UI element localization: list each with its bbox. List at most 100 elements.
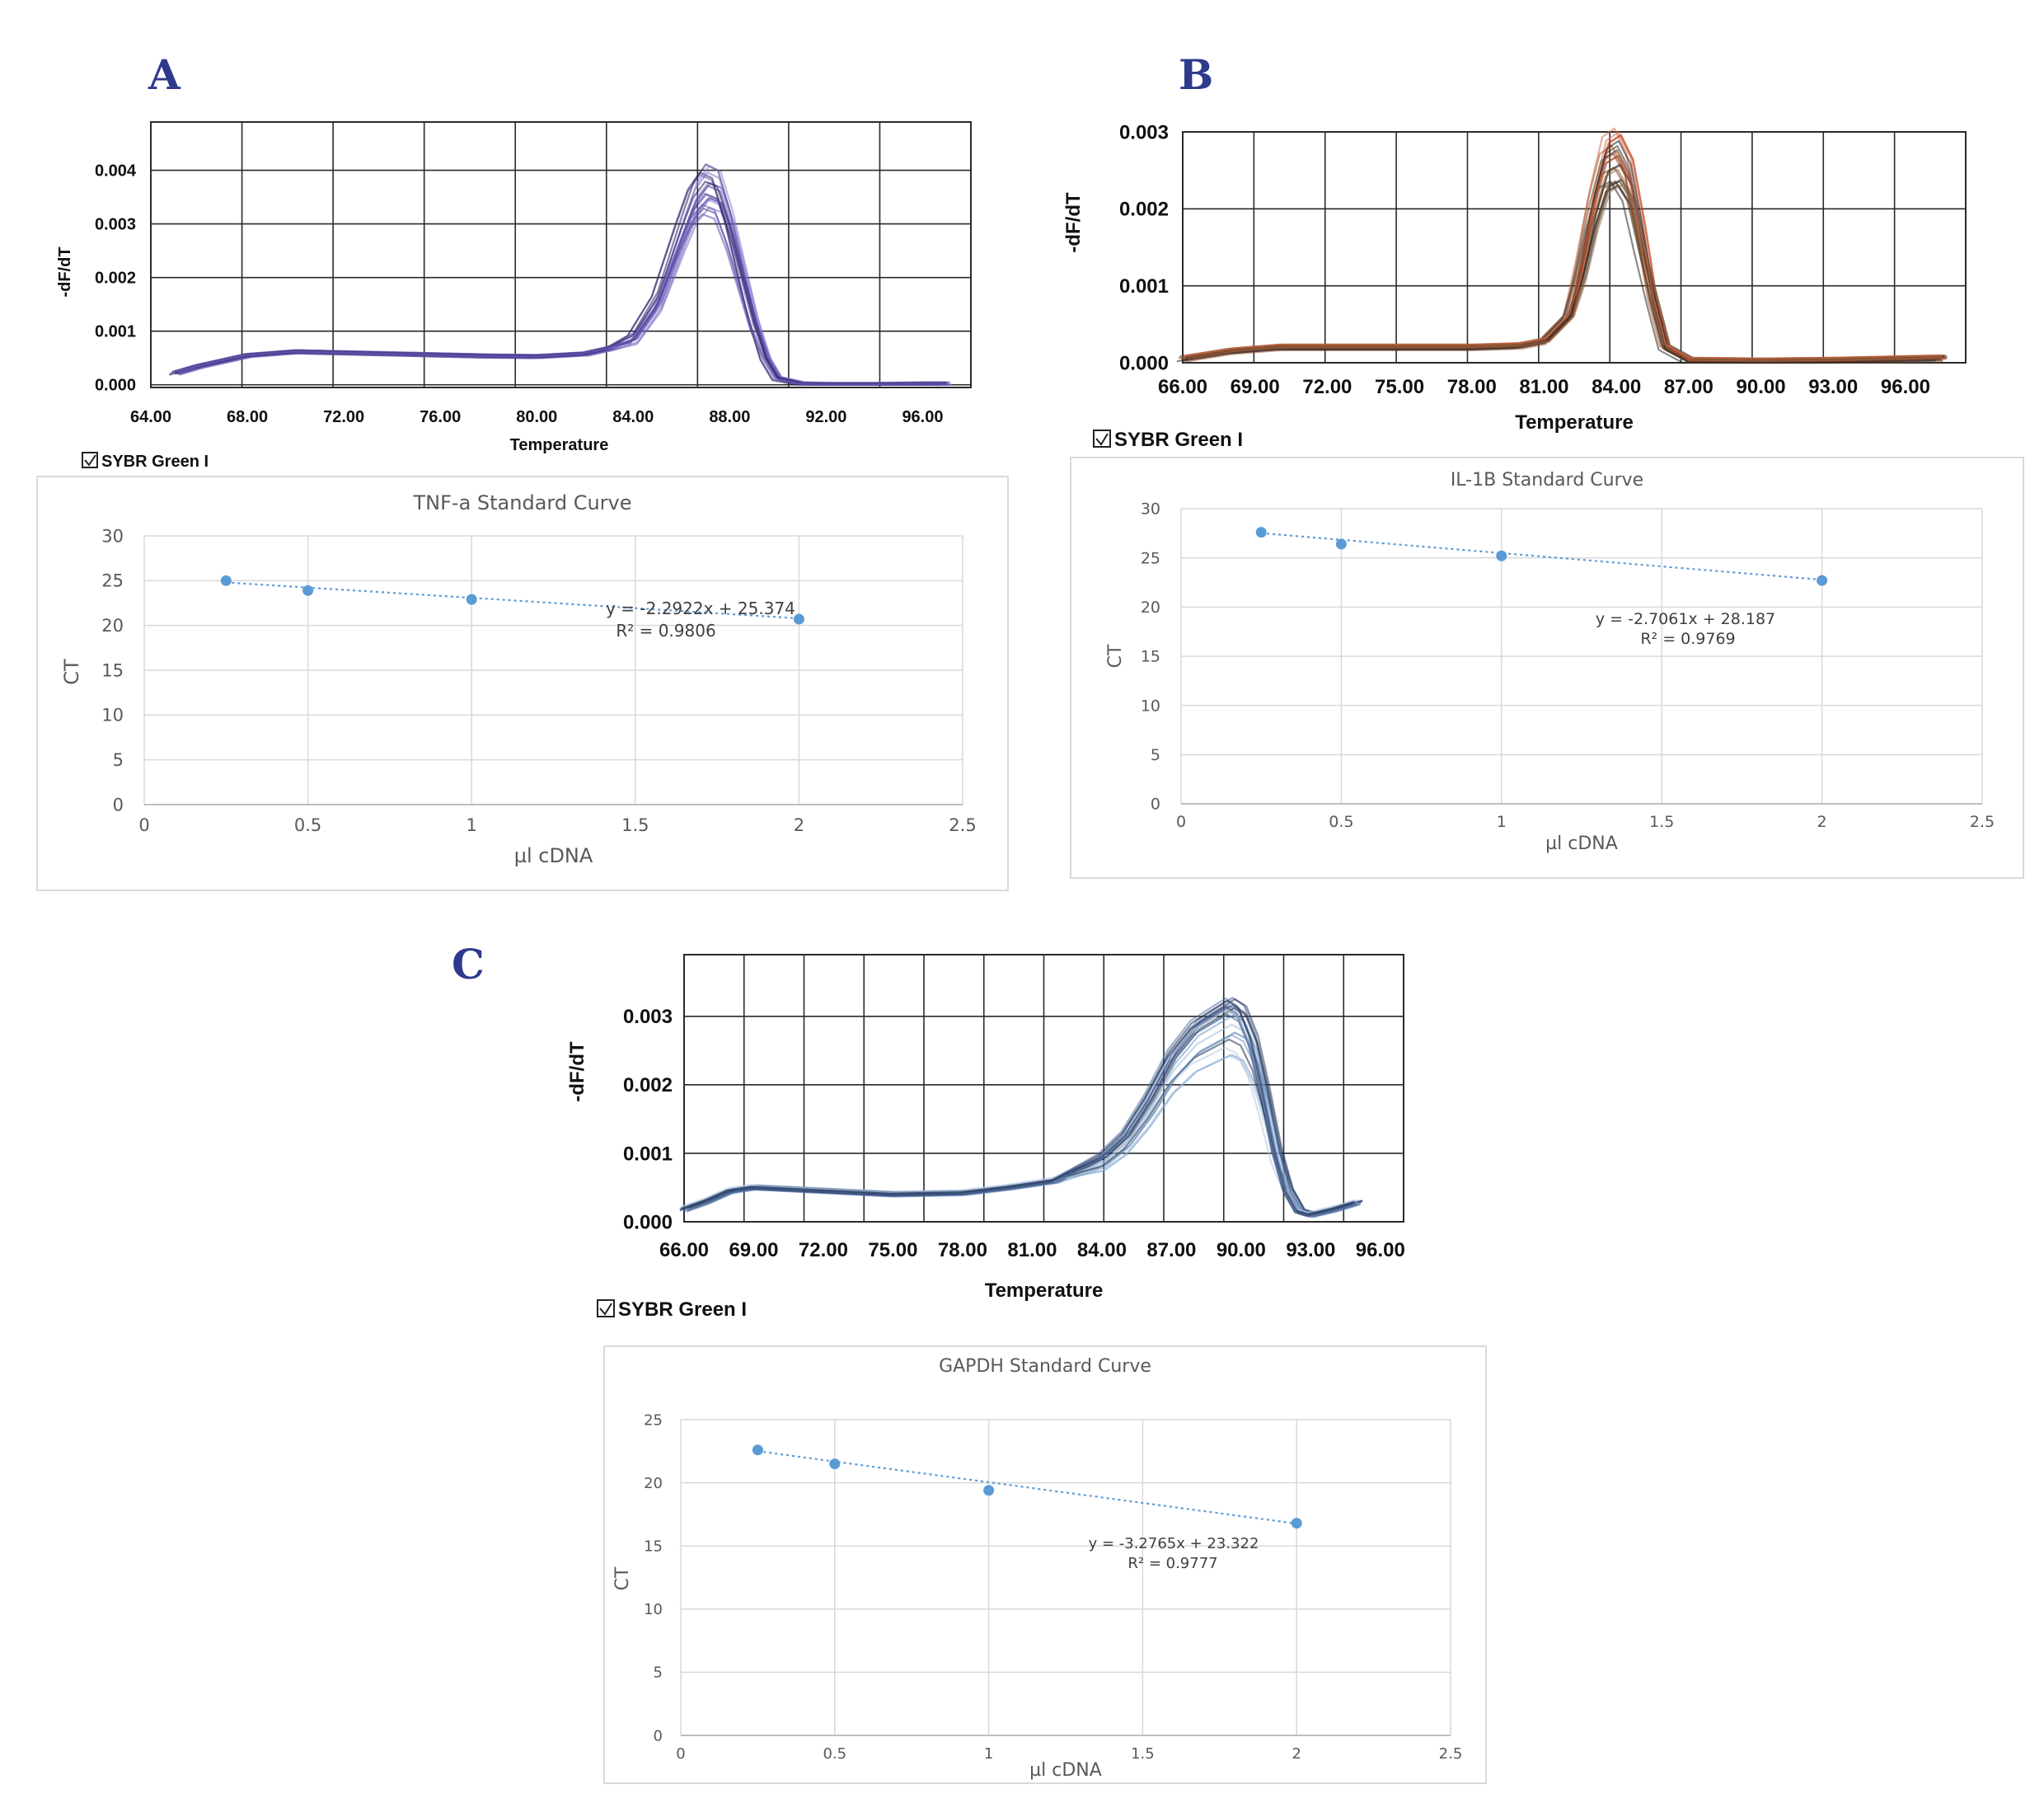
y-tick-label: 15 bbox=[101, 660, 124, 680]
checkmark-icon bbox=[84, 454, 96, 467]
melt-curve-chart-a: 0.000 0.001 0.002 0.003 0.004 64.00 68.00 72.00… bbox=[56, 121, 972, 454]
x-axis-label: µl cDNA bbox=[1029, 1760, 1102, 1781]
data-point bbox=[1291, 1518, 1302, 1529]
x-tick-label: 92.00 bbox=[805, 408, 846, 426]
y-tick-label: 0.001 bbox=[623, 1143, 673, 1165]
x-tick-label: 2 bbox=[1817, 813, 1827, 831]
x-axis-label: Temperature bbox=[510, 436, 609, 454]
panel-letter-a: A bbox=[148, 50, 181, 99]
melt-curve-series bbox=[174, 181, 947, 384]
y-tick-label: 0.002 bbox=[623, 1074, 673, 1096]
standard-curve-chart-a: 0 0.5 1 1.5 2 2.5 0 5 10 15 20 25 30 TNF-a Standard C… bbox=[36, 476, 1009, 891]
y-tick-label: 0 bbox=[113, 795, 124, 815]
legend-checkbox-b bbox=[1093, 430, 1111, 448]
y-tick-label: 10 bbox=[1141, 697, 1160, 715]
plot-frame bbox=[150, 121, 972, 388]
y-tick-label: 0.000 bbox=[1119, 352, 1169, 374]
trendline-equation: y = -2.2922x + 25.374 bbox=[606, 599, 795, 618]
x-tick-label: 84.00 bbox=[1592, 376, 1641, 398]
x-axis-label: Temperature bbox=[985, 1279, 1104, 1302]
y-tick-label: 25 bbox=[1141, 549, 1160, 567]
standard-curve-chart-b: 0 0.5 1 1.5 2 2.5 0 5 10 15 20 25 30 IL-1B Standard C… bbox=[1070, 457, 2024, 879]
x-tick-label: 72.00 bbox=[799, 1239, 848, 1261]
panel-letter-c: C bbox=[452, 940, 485, 988]
x-tick-label: 0.5 bbox=[823, 1745, 846, 1763]
y-tick-label: 0.000 bbox=[623, 1211, 673, 1233]
x-tick-label: 90.00 bbox=[1217, 1239, 1266, 1261]
y-axis-label: -dF/dT bbox=[566, 1041, 588, 1102]
y-tick-label: 5 bbox=[1151, 746, 1160, 764]
x-tick-label: 1.5 bbox=[1649, 813, 1674, 831]
standard-curve-chart-c: 0 0.5 1 1.5 2 2.5 0 5 10 15 20 25 GAPDH Standard Cur… bbox=[603, 1345, 1487, 1784]
melt-curve-series bbox=[1183, 149, 1943, 364]
x-tick-label: 93.00 bbox=[1808, 376, 1858, 398]
trendline bbox=[757, 1450, 1297, 1525]
chart-area bbox=[603, 1345, 1487, 1784]
y-tick-label: 0.003 bbox=[623, 1006, 673, 1028]
data-point bbox=[983, 1485, 995, 1496]
x-tick-label: 64.00 bbox=[130, 408, 171, 426]
x-tick-label: 87.00 bbox=[1146, 1239, 1196, 1261]
y-tick-label: 0 bbox=[1151, 796, 1160, 814]
checkmark-icon bbox=[599, 1303, 612, 1316]
x-axis-label: µl cDNA bbox=[514, 844, 593, 867]
x-tick-label: 1 bbox=[984, 1745, 993, 1763]
x-tick-label: 69.00 bbox=[1231, 376, 1280, 398]
data-point bbox=[1255, 527, 1267, 538]
x-tick-label: 81.00 bbox=[1007, 1239, 1057, 1261]
x-tick-label: 93.00 bbox=[1286, 1239, 1335, 1261]
x-tick-label: 66.00 bbox=[659, 1239, 709, 1261]
chart-title: GAPDH Standard Curve bbox=[939, 1356, 1151, 1377]
x-tick-label: 0.5 bbox=[1329, 813, 1353, 831]
y-tick-label: 10 bbox=[644, 1601, 663, 1618]
x-tick-label: 87.00 bbox=[1664, 376, 1713, 398]
trendline bbox=[1261, 532, 1822, 581]
trendline-equation: y = -3.2765x + 23.322 bbox=[1089, 1535, 1259, 1552]
x-tick-label: 72.00 bbox=[323, 408, 364, 426]
legend-label-b: SYBR Green I bbox=[1114, 429, 1243, 451]
x-tick-label: 96.00 bbox=[902, 408, 943, 426]
x-tick-label: 1.5 bbox=[621, 815, 649, 835]
legend-checkbox-c bbox=[597, 1299, 615, 1317]
panel-letter-b: B bbox=[1179, 50, 1213, 99]
melt-curve-chart-b: 0.000 0.001 0.002 0.003 66.00 69.00 72.00 75.00… bbox=[1062, 121, 1967, 434]
y-axis-label: -dF/dT bbox=[56, 247, 74, 297]
x-tick-label: 2.5 bbox=[1439, 1745, 1463, 1763]
melt-curve-chart-c: 0.000 0.001 0.002 0.003 66.00 69.00 72.00 75.00… bbox=[566, 954, 1405, 1302]
data-point bbox=[1817, 575, 1828, 586]
x-tick-label: 78.00 bbox=[938, 1239, 987, 1261]
x-tick-label: 80.00 bbox=[516, 408, 557, 426]
x-tick-label: 0.5 bbox=[294, 815, 321, 835]
y-axis-label: CT bbox=[60, 659, 83, 685]
y-tick-label: 20 bbox=[1141, 599, 1160, 617]
y-tick-label: 30 bbox=[1141, 500, 1160, 519]
y-tick-label: 30 bbox=[101, 526, 124, 546]
x-tick-label: 68.00 bbox=[227, 408, 268, 426]
y-tick-label: 0.002 bbox=[95, 270, 136, 288]
data-point bbox=[302, 585, 314, 596]
x-tick-label: 96.00 bbox=[1356, 1239, 1405, 1261]
x-tick-label: 2 bbox=[794, 815, 804, 835]
x-tick-label: 84.00 bbox=[1077, 1239, 1127, 1261]
data-point bbox=[793, 613, 804, 625]
x-tick-label: 81.00 bbox=[1519, 376, 1568, 398]
x-tick-label: 2.5 bbox=[1970, 813, 1995, 831]
y-tick-label: 0 bbox=[654, 1727, 663, 1744]
y-tick-label: 10 bbox=[101, 706, 124, 725]
legend-b: SYBR Green I bbox=[1093, 429, 1243, 451]
x-tick-label: 0 bbox=[1176, 813, 1186, 831]
legend-checkbox-a bbox=[82, 452, 98, 468]
x-tick-label: 2.5 bbox=[949, 815, 976, 835]
y-axis-label: -dF/dT bbox=[1062, 192, 1085, 253]
melt-curve-series bbox=[681, 999, 1355, 1215]
x-tick-label: 96.00 bbox=[1881, 376, 1930, 398]
x-tick-label: 90.00 bbox=[1737, 376, 1786, 398]
y-tick-label: 0.001 bbox=[1119, 275, 1169, 298]
data-point bbox=[1496, 550, 1507, 561]
plot-frame bbox=[1182, 131, 1967, 364]
x-tick-label: 1 bbox=[466, 815, 477, 835]
y-tick-label: 20 bbox=[644, 1475, 663, 1492]
x-tick-label: 75.00 bbox=[1375, 376, 1424, 398]
chart-area bbox=[36, 476, 1009, 891]
x-tick-label: 1 bbox=[1497, 813, 1507, 831]
